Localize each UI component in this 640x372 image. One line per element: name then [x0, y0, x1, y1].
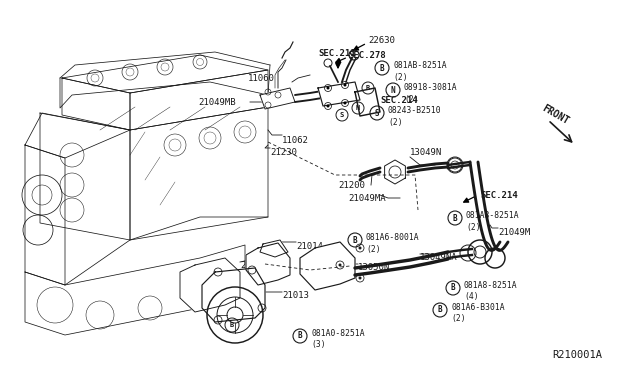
Text: B: B	[451, 283, 455, 292]
Text: 21014P: 21014P	[240, 262, 272, 270]
Text: 21010: 21010	[212, 311, 239, 321]
Polygon shape	[25, 245, 245, 335]
Text: S: S	[340, 112, 344, 118]
Polygon shape	[180, 258, 240, 312]
Circle shape	[339, 263, 342, 266]
Circle shape	[326, 87, 330, 90]
Text: 21013: 21013	[282, 292, 309, 301]
Text: B: B	[298, 331, 302, 340]
Text: (2): (2)	[393, 73, 408, 81]
Text: N: N	[356, 105, 360, 111]
Text: (3): (3)	[311, 340, 326, 350]
Polygon shape	[385, 160, 405, 184]
Polygon shape	[62, 55, 268, 93]
Text: B: B	[230, 322, 234, 328]
Text: 21049MB: 21049MB	[198, 97, 236, 106]
Polygon shape	[130, 70, 268, 130]
Polygon shape	[25, 145, 65, 285]
Circle shape	[344, 83, 346, 87]
Polygon shape	[260, 240, 288, 257]
Text: (2): (2)	[466, 222, 481, 231]
Text: B: B	[452, 214, 458, 222]
Text: FRONT: FRONT	[540, 103, 570, 127]
Text: S: S	[374, 109, 380, 118]
Text: 08918-3081A: 08918-3081A	[404, 83, 458, 92]
Text: 21200: 21200	[338, 180, 365, 189]
Text: SEC.214: SEC.214	[380, 96, 418, 105]
Text: 081A6-8001A: 081A6-8001A	[366, 232, 420, 241]
Text: (2): (2)	[404, 94, 419, 103]
Text: B: B	[380, 64, 384, 73]
Circle shape	[344, 102, 346, 105]
Polygon shape	[246, 243, 290, 285]
Circle shape	[358, 276, 362, 279]
Text: (2): (2)	[451, 314, 466, 324]
Text: 081A8-8251A: 081A8-8251A	[466, 211, 520, 219]
Text: 21049M: 21049M	[498, 228, 531, 237]
Text: B: B	[438, 305, 442, 314]
Text: 21230: 21230	[270, 148, 297, 157]
Text: N: N	[390, 86, 396, 94]
Text: 081A6-B301A: 081A6-B301A	[451, 302, 504, 311]
Text: 21014: 21014	[296, 241, 323, 250]
Text: 081A0-8251A: 081A0-8251A	[311, 328, 365, 337]
Polygon shape	[62, 78, 130, 130]
Text: 081A8-8251A: 081A8-8251A	[464, 280, 518, 289]
Text: 08243-B2510: 08243-B2510	[388, 106, 442, 115]
Text: SEC.211: SEC.211	[318, 48, 356, 58]
Polygon shape	[130, 107, 268, 240]
Text: (4): (4)	[464, 292, 479, 301]
Polygon shape	[355, 88, 380, 116]
Text: 21049MA: 21049MA	[348, 193, 386, 202]
Polygon shape	[300, 242, 355, 290]
Circle shape	[326, 105, 330, 108]
Polygon shape	[318, 82, 360, 106]
Text: (2): (2)	[388, 118, 403, 126]
Text: B: B	[353, 235, 357, 244]
Text: (2): (2)	[366, 244, 381, 253]
Text: 13050N: 13050N	[358, 263, 390, 273]
Text: 13049NA: 13049NA	[420, 253, 458, 263]
Text: 13049N: 13049N	[410, 148, 442, 157]
Text: SEC.278: SEC.278	[348, 51, 386, 60]
Text: 22630: 22630	[368, 35, 395, 45]
Text: 11060: 11060	[248, 74, 275, 83]
Circle shape	[358, 247, 362, 250]
Polygon shape	[40, 113, 130, 240]
Text: SEC.214: SEC.214	[480, 190, 518, 199]
Polygon shape	[25, 113, 130, 158]
Polygon shape	[260, 88, 295, 109]
Text: B: B	[366, 85, 370, 91]
Text: 081AB-8251A: 081AB-8251A	[393, 61, 447, 70]
Polygon shape	[202, 268, 265, 322]
Text: 11062: 11062	[282, 135, 309, 144]
Text: R210001A: R210001A	[552, 350, 602, 360]
